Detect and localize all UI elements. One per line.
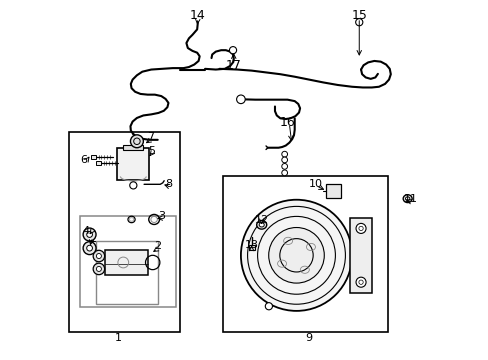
Bar (69, 132, 180, 332)
Text: 5: 5 (147, 145, 154, 156)
Bar (117, 148, 149, 180)
Circle shape (265, 303, 272, 310)
Text: 7: 7 (147, 132, 154, 142)
Text: 11: 11 (404, 194, 417, 204)
Circle shape (241, 200, 351, 311)
Bar (91, 154, 96, 159)
Circle shape (236, 95, 244, 104)
Text: 15: 15 (350, 9, 366, 22)
Circle shape (281, 157, 287, 163)
Text: 1: 1 (115, 333, 122, 343)
Text: 16: 16 (279, 116, 295, 129)
Text: 6: 6 (80, 155, 87, 165)
Text: 10: 10 (308, 179, 322, 189)
Ellipse shape (259, 223, 264, 227)
Ellipse shape (405, 197, 409, 201)
Bar (123, 145, 143, 149)
Text: 17: 17 (225, 59, 241, 72)
Text: 12: 12 (254, 215, 268, 225)
Text: 2: 2 (154, 241, 161, 251)
Circle shape (281, 170, 287, 176)
Bar (80, 216, 176, 307)
Text: 4: 4 (82, 226, 89, 236)
Circle shape (281, 151, 287, 157)
Text: 3: 3 (158, 211, 165, 221)
Circle shape (129, 182, 137, 189)
Bar (105, 250, 148, 275)
Circle shape (86, 231, 92, 237)
Ellipse shape (403, 195, 411, 203)
Circle shape (96, 253, 101, 258)
Bar (248, 245, 254, 250)
Ellipse shape (256, 221, 266, 229)
Circle shape (355, 224, 366, 233)
Bar (96, 241, 158, 304)
Bar (223, 176, 387, 332)
Circle shape (355, 19, 362, 26)
Text: 14: 14 (190, 9, 205, 22)
Bar (325, 184, 340, 198)
Circle shape (268, 228, 324, 283)
Circle shape (86, 245, 92, 251)
Text: 13: 13 (244, 240, 258, 250)
Text: 9: 9 (305, 333, 312, 343)
Circle shape (93, 250, 104, 262)
Circle shape (281, 163, 287, 169)
Circle shape (83, 228, 96, 241)
Circle shape (229, 46, 236, 54)
Bar (96, 161, 101, 165)
Circle shape (355, 277, 366, 287)
Circle shape (96, 266, 101, 271)
Circle shape (83, 242, 96, 255)
Bar (349, 218, 371, 293)
Circle shape (130, 135, 143, 148)
Circle shape (93, 263, 104, 275)
Text: 8: 8 (165, 179, 172, 189)
